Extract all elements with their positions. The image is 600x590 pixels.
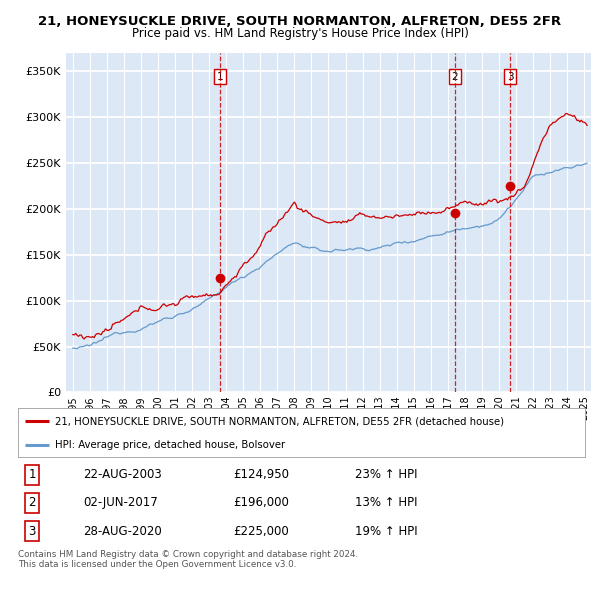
Text: Contains HM Land Registry data © Crown copyright and database right 2024.
This d: Contains HM Land Registry data © Crown c… [18, 550, 358, 569]
Text: £196,000: £196,000 [233, 496, 289, 510]
Text: 2: 2 [28, 496, 36, 510]
Text: 2: 2 [452, 72, 458, 82]
Text: 19% ↑ HPI: 19% ↑ HPI [355, 525, 418, 537]
Text: HPI: Average price, detached house, Bolsover: HPI: Average price, detached house, Bols… [55, 440, 285, 450]
Text: 1: 1 [28, 468, 36, 481]
Text: Price paid vs. HM Land Registry's House Price Index (HPI): Price paid vs. HM Land Registry's House … [131, 27, 469, 40]
Text: 23% ↑ HPI: 23% ↑ HPI [355, 468, 418, 481]
Text: 22-AUG-2003: 22-AUG-2003 [83, 468, 162, 481]
Text: £124,950: £124,950 [233, 468, 289, 481]
Text: 3: 3 [507, 72, 514, 82]
Text: £225,000: £225,000 [233, 525, 289, 537]
Text: 13% ↑ HPI: 13% ↑ HPI [355, 496, 418, 510]
Text: 3: 3 [28, 525, 36, 537]
Text: 21, HONEYSUCKLE DRIVE, SOUTH NORMANTON, ALFRETON, DE55 2FR: 21, HONEYSUCKLE DRIVE, SOUTH NORMANTON, … [38, 15, 562, 28]
Text: 21, HONEYSUCKLE DRIVE, SOUTH NORMANTON, ALFRETON, DE55 2FR (detached house): 21, HONEYSUCKLE DRIVE, SOUTH NORMANTON, … [55, 416, 504, 426]
Text: 02-JUN-2017: 02-JUN-2017 [83, 496, 158, 510]
Text: 28-AUG-2020: 28-AUG-2020 [83, 525, 162, 537]
Text: 1: 1 [217, 72, 223, 82]
